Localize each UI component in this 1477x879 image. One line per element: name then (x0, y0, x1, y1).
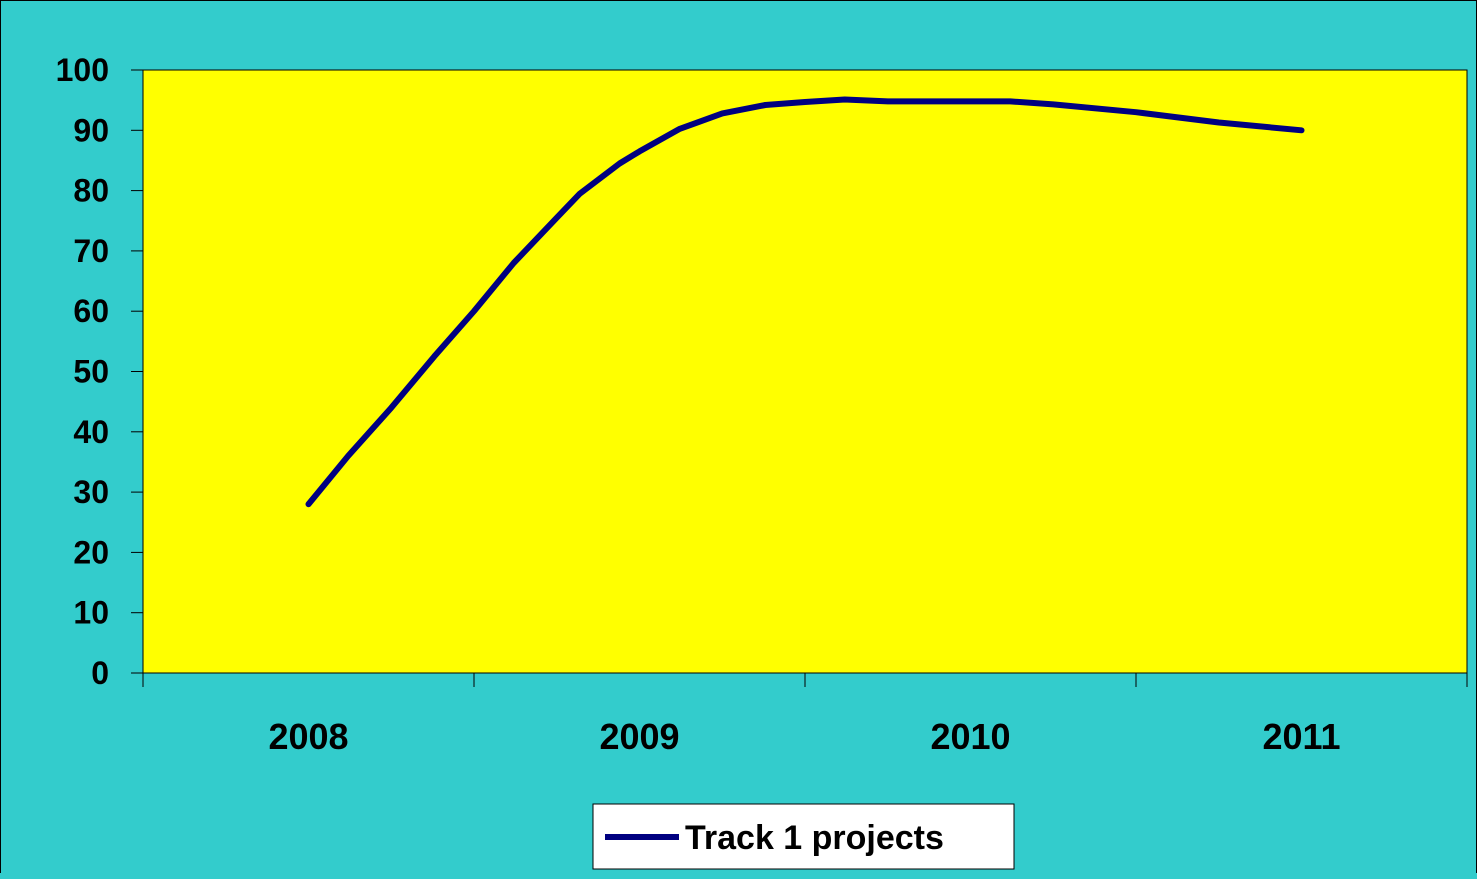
y-tick-label: 30 (73, 474, 109, 510)
series-line-track-1-projects (305, 96, 1305, 508)
series-group (305, 96, 1305, 508)
y-tick-label: 100 (56, 52, 109, 88)
x-tick-label: 2009 (599, 716, 679, 757)
y-tick-label: 40 (73, 414, 109, 450)
x-tick-label: 2008 (268, 716, 348, 757)
x-axis: 2008 2009 2010 2011 (142, 672, 1468, 757)
y-tick-label: 90 (73, 112, 109, 148)
legend: Track 1 projects (592, 803, 1015, 870)
y-tick-label: 60 (73, 293, 109, 329)
x-tick-label: 2010 (930, 716, 1010, 757)
plot-area (142, 69, 1468, 674)
x-tick-label: 2011 (1262, 716, 1340, 757)
y-tick-label: 50 (73, 354, 109, 390)
y-tick-label: 0 (91, 655, 109, 691)
legend-label: Track 1 projects (685, 819, 944, 857)
y-tick-label: 20 (73, 534, 109, 570)
y-tick-label: 80 (73, 173, 109, 209)
y-tick-label: 70 (73, 233, 109, 269)
y-tick-label: 10 (73, 595, 109, 631)
y-axis: 0 10 20 30 40 50 60 70 80 90 100 (56, 52, 144, 691)
